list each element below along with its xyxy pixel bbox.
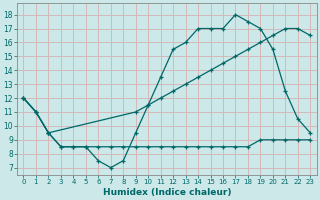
X-axis label: Humidex (Indice chaleur): Humidex (Indice chaleur) [103, 188, 231, 197]
